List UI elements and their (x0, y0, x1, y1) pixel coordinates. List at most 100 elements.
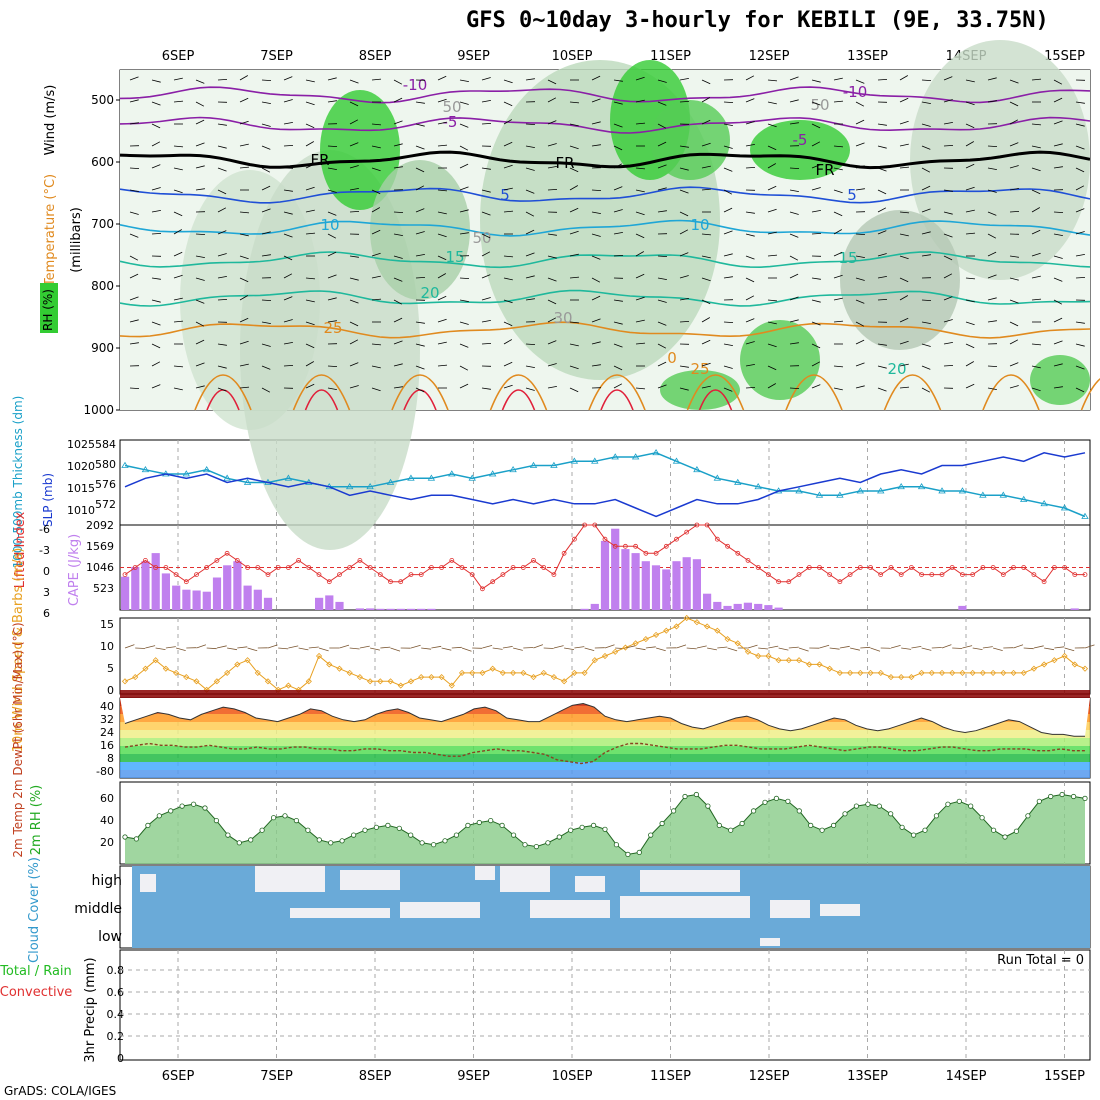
wind-barb (833, 211, 843, 217)
wind-barb (943, 211, 953, 215)
wind-barb (525, 211, 535, 217)
rh2m-point (762, 799, 768, 805)
cloud-block (340, 870, 400, 890)
wind-barb (701, 165, 711, 169)
wind-barb (569, 387, 579, 393)
wind-point (795, 657, 803, 664)
wind-barb (283, 145, 294, 147)
wind-barb (415, 387, 425, 393)
wind-barb (877, 145, 887, 149)
wind-barb (877, 167, 887, 172)
wind-barb (789, 296, 799, 301)
wind-point (285, 682, 292, 689)
pressure-tick-label: 700 (91, 217, 114, 231)
wind-barb (481, 251, 491, 257)
lifted-point (377, 572, 383, 577)
wind-barb (327, 189, 337, 193)
wind-barb (547, 340, 557, 345)
wind-point (336, 665, 343, 672)
wind-barb (635, 167, 646, 170)
wind-barb-10m (227, 647, 238, 651)
wind-barb-10m (696, 645, 707, 649)
wind-barb (921, 299, 932, 301)
wind-barb (657, 277, 667, 280)
wind-barb (261, 208, 271, 213)
lifted-point (735, 550, 741, 556)
wind-point (326, 661, 333, 668)
wind-barb (1075, 101, 1085, 104)
lifted-tick-label: 6 (43, 607, 50, 620)
wind-barb (723, 230, 733, 235)
wind-barb-10m (553, 645, 564, 649)
lifted-point (306, 565, 312, 570)
cloud-block (640, 870, 740, 892)
wind-barb (921, 185, 931, 191)
cape-bar (233, 561, 242, 610)
wind-barb (195, 362, 205, 367)
wind-barb (965, 101, 975, 106)
wind-barb (393, 363, 403, 367)
wind-barb-10m (298, 647, 309, 651)
wind-barb (525, 167, 535, 171)
wind-barb (151, 123, 161, 129)
cloud-row-label: low (98, 929, 122, 945)
wind-barb (547, 97, 557, 103)
wind-barb (173, 297, 183, 301)
wind-barb (745, 98, 755, 103)
wind-barb (987, 387, 997, 390)
wind-barb (723, 365, 733, 369)
wind-barb (1053, 120, 1063, 125)
wind-barb (679, 365, 689, 368)
cape-tick-label: 2092 (86, 519, 114, 532)
wind-barb (921, 167, 931, 173)
rh-shading (660, 370, 740, 410)
wind-barb (591, 189, 602, 191)
wind-barb (415, 277, 426, 279)
cape-bar (202, 591, 211, 610)
wind-point (612, 648, 619, 655)
pressure-tick-label: 600 (91, 155, 114, 169)
wind-barb (393, 166, 403, 169)
warm-isotherm (883, 374, 942, 411)
wind-barb (943, 319, 953, 323)
wind-barb (305, 383, 315, 389)
lifted-point (1041, 579, 1047, 585)
wind-barb (1009, 165, 1019, 169)
rh2m-point (419, 840, 425, 846)
lifted-point (725, 543, 730, 549)
lifted-point (878, 572, 884, 577)
wind-point (877, 669, 884, 676)
wind-barb (635, 99, 645, 103)
temp-color-band (120, 690, 1090, 698)
wind-barb (151, 210, 161, 213)
cape-bar (243, 585, 252, 610)
lifted-tick-label: -6 (39, 523, 50, 536)
wind-barb-10m (839, 645, 850, 649)
wind-barb (1031, 252, 1041, 257)
isotherm-line (119, 251, 1091, 269)
cape-bar (131, 566, 140, 610)
wind-barb-10m (778, 647, 789, 651)
wind-barb-10m (288, 645, 299, 649)
rh2m-point (1002, 834, 1008, 840)
wind-barb (723, 189, 733, 195)
wind-point (1071, 661, 1078, 668)
wind-barb (217, 387, 227, 392)
temp2m-tick-label: 8 (107, 752, 114, 765)
wind-barb (657, 164, 667, 169)
lifted-point (479, 586, 485, 592)
temp-color-band (120, 730, 1090, 738)
top-date-label: 15SEP (1044, 49, 1085, 64)
wind-barb (701, 385, 711, 389)
wind-barb (415, 365, 425, 370)
wind-barb (261, 387, 271, 393)
wind-barb (921, 79, 932, 81)
wind-barb-10m (655, 647, 666, 652)
wind-barb (283, 319, 293, 323)
wind-barb-10m (1044, 647, 1055, 651)
wind-barb (877, 79, 888, 81)
wind-barb (899, 143, 909, 147)
wind-barb (899, 166, 910, 169)
rh2m-point (225, 832, 231, 838)
wind-barb (481, 233, 491, 239)
